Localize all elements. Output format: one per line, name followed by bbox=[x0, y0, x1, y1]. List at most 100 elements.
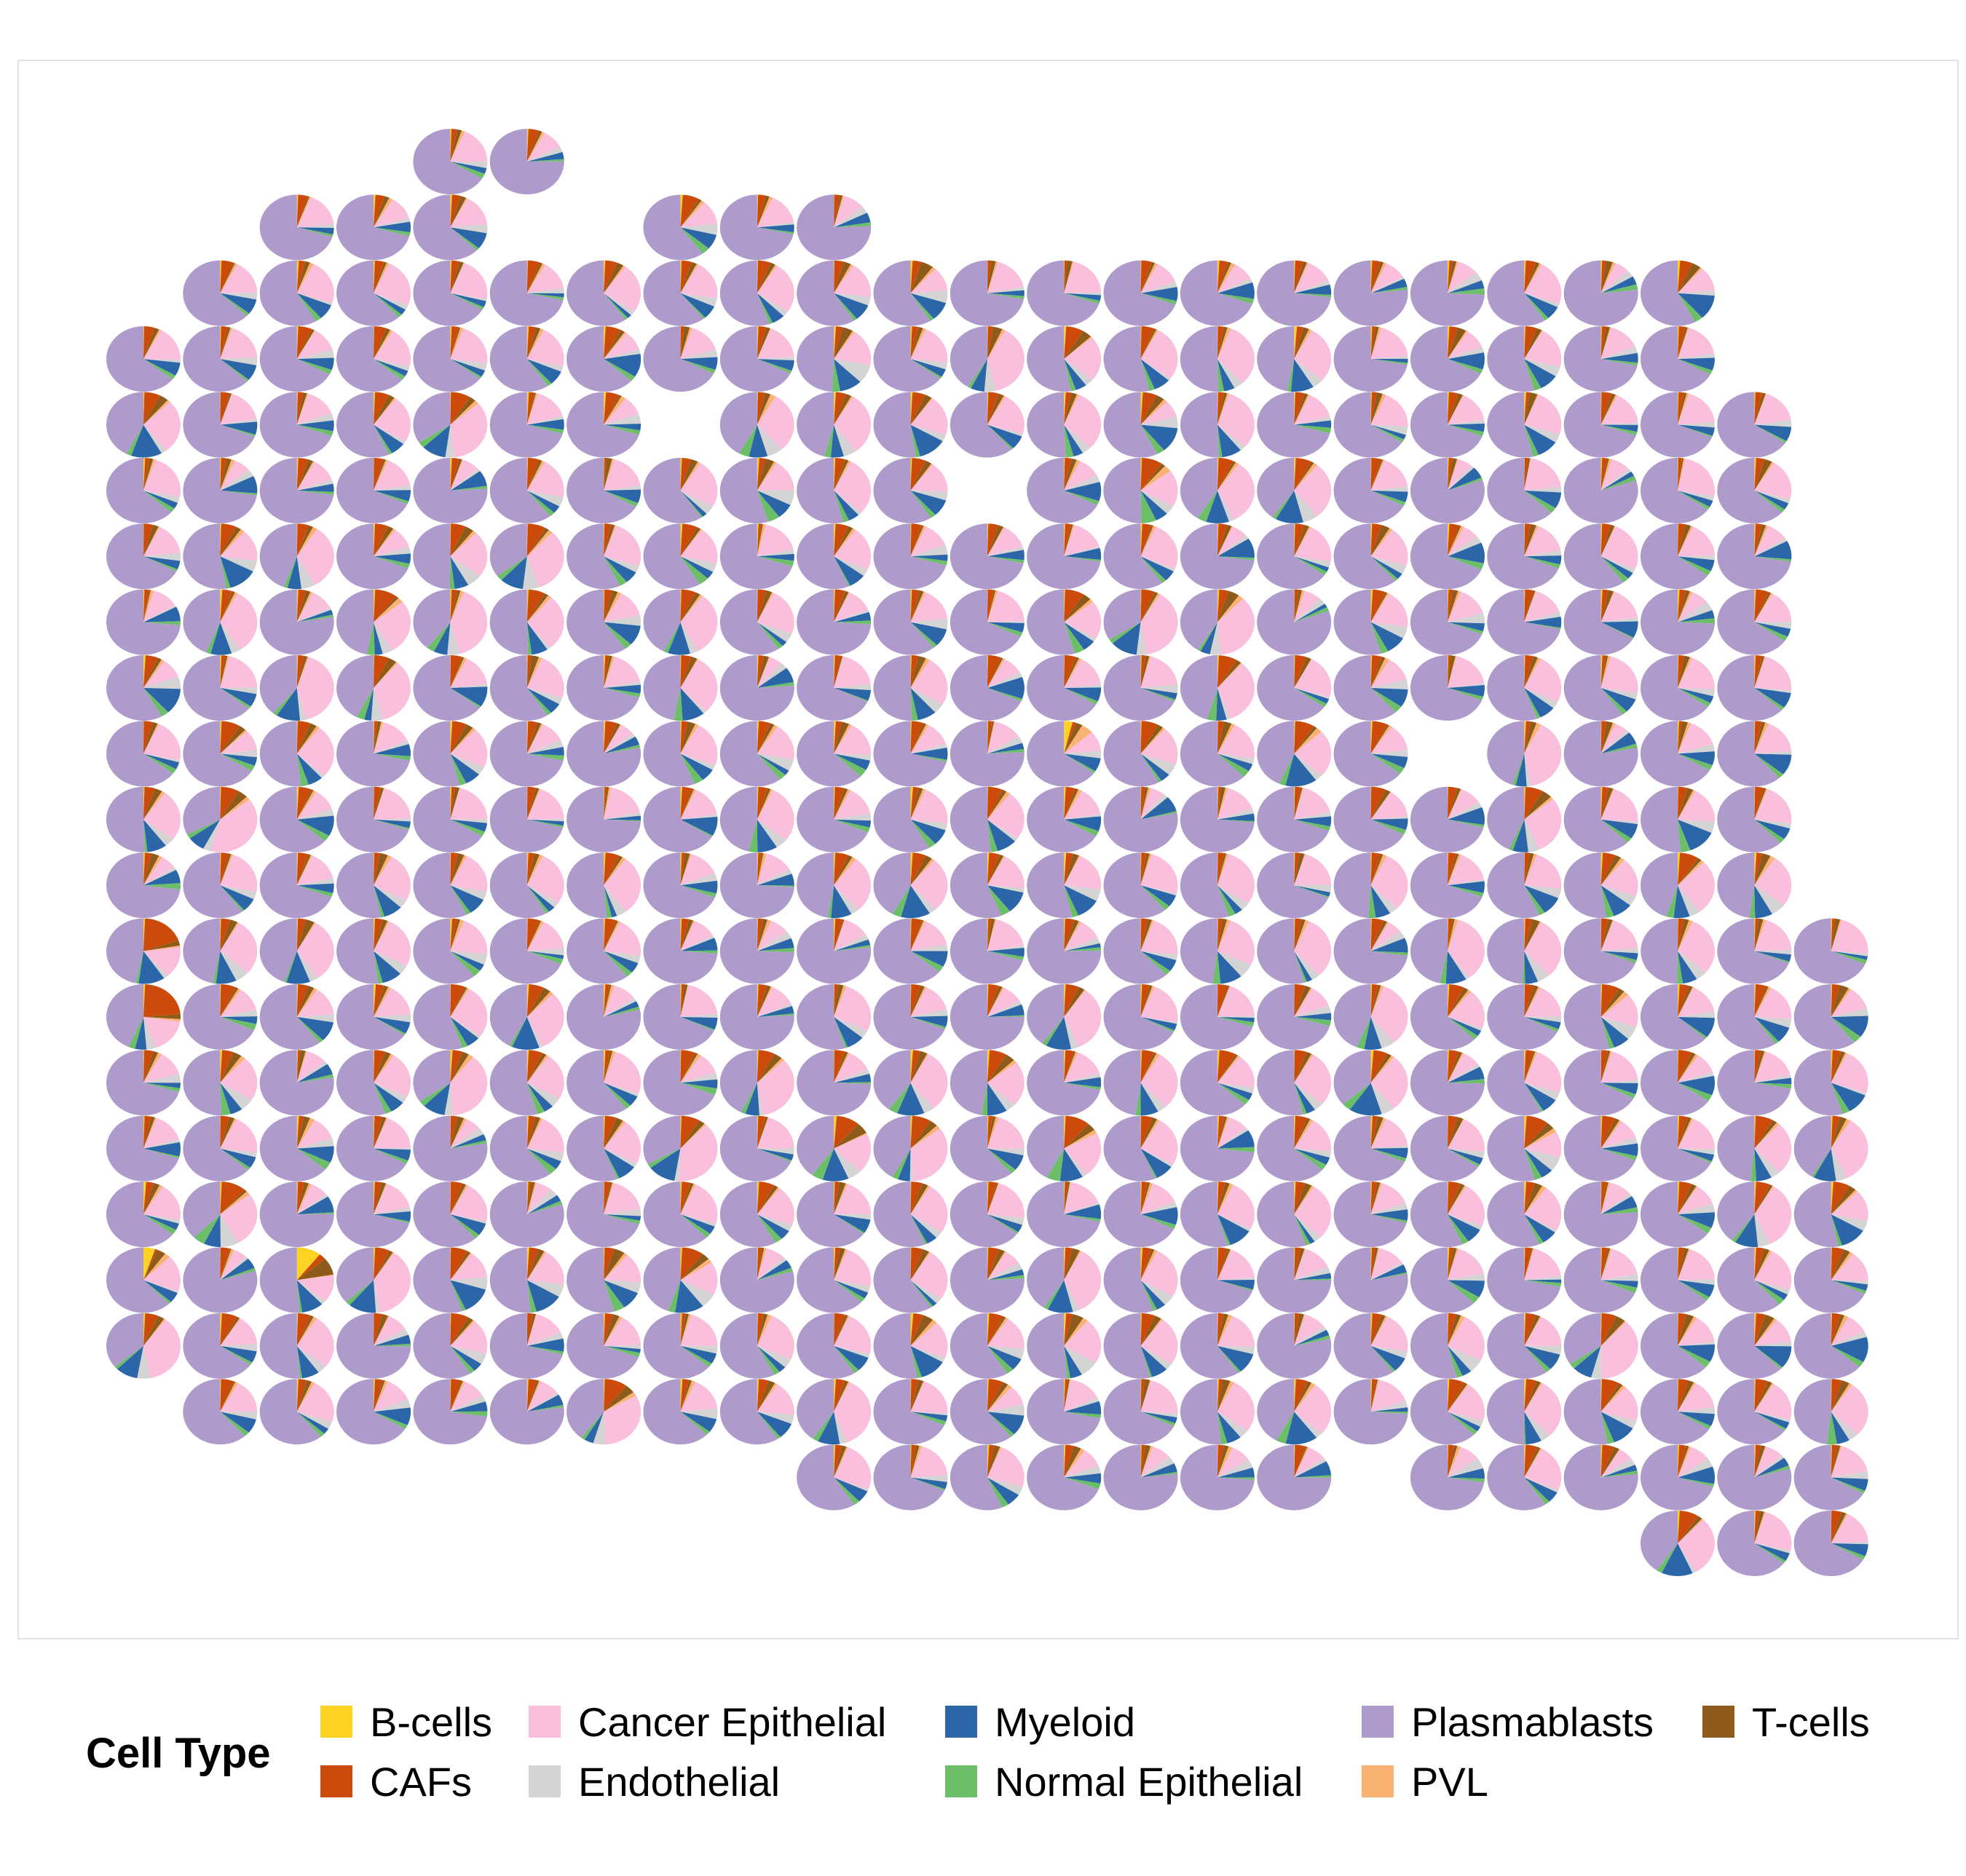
pie-slice-plasmablasts bbox=[643, 786, 712, 852]
pie-slice-cancer-epithelial bbox=[220, 393, 257, 425]
pie-slice-pvl bbox=[1370, 593, 1389, 622]
pie-slice-cancer-epithelial bbox=[604, 266, 641, 312]
pie-slice-b-cells bbox=[1678, 589, 1680, 622]
pie-slice-plasmablasts bbox=[797, 589, 872, 655]
pie-slice-plasmablasts bbox=[643, 983, 714, 1050]
pie-slice-cancer-epithelial bbox=[604, 1051, 641, 1094]
pie-slice-cancer-epithelial bbox=[1524, 458, 1561, 491]
pie-slice-endothelial bbox=[834, 490, 861, 515]
pie-slice-b-cells bbox=[834, 589, 835, 622]
pie-slice-endothelial bbox=[1524, 819, 1539, 852]
pie-slice-plasmablasts bbox=[1103, 721, 1159, 787]
pie-slice-pvl bbox=[1600, 1449, 1620, 1478]
pie-slice-cafs bbox=[1831, 1510, 1842, 1543]
pie-slice-pvl bbox=[834, 460, 851, 491]
pie-slice-myeloid bbox=[1140, 1412, 1177, 1424]
pie-slice-pvl bbox=[1754, 722, 1769, 754]
pie-slice-plasmablasts bbox=[1257, 721, 1295, 784]
pie-slice-myeloid bbox=[1524, 1148, 1552, 1178]
pie-slice-pvl bbox=[757, 788, 773, 820]
pie-slice-myeloid bbox=[1600, 621, 1638, 638]
pie-slice-pvl bbox=[296, 1316, 317, 1346]
pie-slice-plasmablasts bbox=[1180, 326, 1219, 392]
pie-slice-endothelial bbox=[1447, 1273, 1485, 1281]
pie-slice-cancer-epithelial bbox=[680, 462, 718, 507]
pie-slice-pvl bbox=[1524, 1185, 1547, 1215]
pie-slice-pvl bbox=[910, 1251, 931, 1281]
spot-pie bbox=[873, 721, 948, 787]
pie-slice-normal-epithelial bbox=[1678, 819, 1691, 852]
pie-slice-endothelial bbox=[1447, 347, 1484, 360]
spot-pie bbox=[183, 260, 258, 326]
spot-pie bbox=[1257, 918, 1332, 984]
pie-slice-pvl bbox=[374, 1183, 387, 1215]
pie-slice-normal-epithelial bbox=[1217, 293, 1255, 304]
pie-slice-cafs bbox=[526, 721, 538, 754]
pie-slice-pvl bbox=[526, 854, 543, 886]
pie-slice-pvl bbox=[1678, 1186, 1698, 1215]
pie-slice-b-cells bbox=[1754, 523, 1756, 557]
pie-slice-endothelial bbox=[1064, 1073, 1101, 1083]
pie-slice-t-cells bbox=[1294, 393, 1308, 425]
pie-slice-t-cells bbox=[1524, 721, 1537, 754]
pie-slice-normal-epithelial bbox=[526, 688, 551, 716]
pie-slice-cafs bbox=[526, 1182, 532, 1215]
pie-slice-normal-epithelial bbox=[526, 885, 550, 914]
pie-slice-cafs bbox=[1064, 392, 1072, 425]
spot-pie bbox=[1641, 1182, 1716, 1248]
pie-slice-pvl bbox=[680, 1053, 701, 1083]
spot-pie bbox=[489, 1182, 564, 1248]
spot-pie bbox=[1180, 326, 1255, 392]
spot-pie bbox=[1180, 1247, 1255, 1313]
pie-slice-t-cells bbox=[987, 590, 996, 622]
pie-slice-plasmablasts bbox=[1333, 1182, 1407, 1248]
pie-slice-t-cells bbox=[1831, 1511, 1847, 1543]
pie-slice-t-cells bbox=[1447, 1117, 1464, 1149]
pie-slice-cafs bbox=[143, 589, 150, 622]
pie-slice-t-cells bbox=[296, 1259, 333, 1281]
spot-pie bbox=[797, 721, 872, 787]
pie-slice-cafs bbox=[143, 1050, 154, 1083]
pie-slice-b-cells bbox=[1524, 786, 1526, 820]
pie-slice-pvl bbox=[757, 1117, 769, 1149]
pie-slice-endothelial bbox=[526, 1083, 560, 1107]
pie-slice-t-cells bbox=[1064, 1379, 1070, 1412]
pie-slice-t-cells bbox=[1524, 262, 1540, 293]
pie-slice-t-cells bbox=[374, 658, 397, 689]
pie-slice-normal-epithelial bbox=[526, 359, 552, 387]
spot-pie bbox=[1103, 1313, 1178, 1379]
pie-slice-t-cells bbox=[374, 721, 382, 754]
pie-slice-cancer-epithelial bbox=[757, 1315, 794, 1360]
pie-slice-t-cells bbox=[1217, 261, 1232, 293]
pie-slice-t-cells bbox=[1217, 461, 1236, 491]
pie-slice-plasmablasts bbox=[1180, 983, 1253, 1050]
pie-slice-b-cells bbox=[220, 589, 223, 622]
pie-slice-pvl bbox=[296, 855, 313, 886]
pie-slice-normal-epithelial bbox=[220, 1267, 256, 1281]
spot-pie bbox=[1027, 457, 1102, 523]
spot-pie bbox=[1563, 655, 1638, 721]
pie-slice-cancer-epithelial bbox=[1294, 1314, 1325, 1346]
pie-slice-t-cells bbox=[1294, 261, 1307, 293]
pie-slice-t-cells bbox=[910, 461, 932, 491]
pie-slice-normal-epithelial bbox=[1447, 1016, 1478, 1040]
pie-slice-endothelial bbox=[1524, 1275, 1562, 1281]
pie-slice-t-cells bbox=[1064, 1182, 1070, 1215]
pie-slice-myeloid bbox=[1678, 751, 1715, 766]
pie-slice-cancer-epithelial bbox=[1524, 1187, 1562, 1230]
pie-slice-pvl bbox=[1447, 261, 1458, 293]
pie-slice-myeloid bbox=[1370, 556, 1402, 579]
pie-slice-t-cells bbox=[1064, 722, 1083, 754]
pie-slice-normal-epithelial bbox=[1678, 1477, 1714, 1487]
pie-slice-pvl bbox=[757, 592, 774, 622]
pie-slice-cancer-epithelial bbox=[526, 1118, 564, 1153]
pie-slice-myeloid bbox=[1217, 753, 1253, 772]
pie-slice-myeloid bbox=[374, 553, 411, 564]
pie-slice-pvl bbox=[450, 657, 467, 689]
pie-slice-normal-epithelial bbox=[526, 490, 555, 517]
pie-slice-normal-epithelial bbox=[374, 359, 406, 380]
pie-slice-endothelial bbox=[1217, 885, 1249, 910]
spot-pie bbox=[1257, 1115, 1332, 1182]
pie-slice-endothelial bbox=[374, 951, 408, 974]
pie-slice-pvl bbox=[1600, 991, 1629, 1017]
